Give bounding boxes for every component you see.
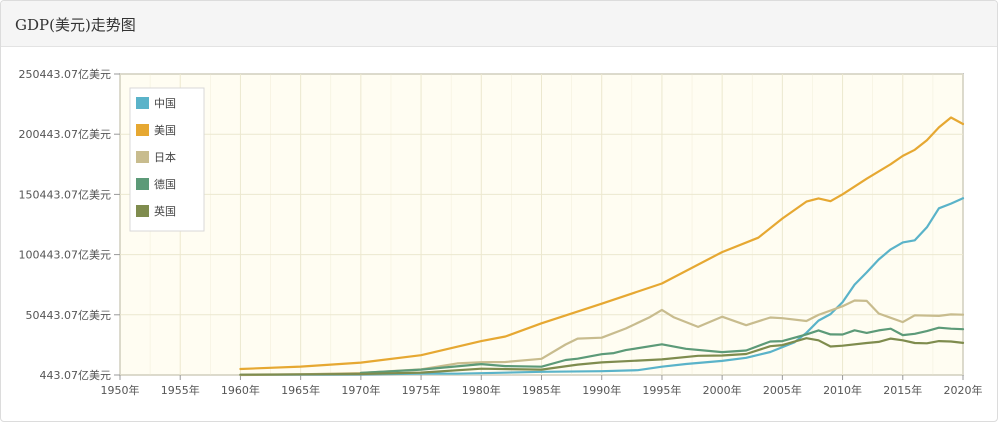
y-tick-label: 443.07亿美元 (40, 369, 112, 382)
x-tick-label: 1990年 (582, 383, 621, 397)
series-line-3 (359, 326, 965, 374)
legend-swatch (136, 178, 149, 190)
legend-swatch (136, 97, 149, 109)
x-tick-label: 1970年 (341, 383, 380, 397)
legend-label: 美国 (154, 124, 176, 137)
x-tick-label: 1965年 (281, 383, 320, 397)
x-tick-label: 2015年 (883, 383, 922, 397)
series-line-2 (239, 299, 965, 377)
axes: 1950年 1955年 1960年 1965年 1970年 1975年 1980年 1985年… (19, 68, 983, 397)
legend-label: 英国 (154, 204, 176, 218)
y-tick-label: 250443.07亿美元 (19, 68, 112, 81)
series-lines (239, 116, 965, 377)
y-tick-label: 150443.07亿美元 (19, 188, 112, 201)
x-tick-label: 2005年 (763, 383, 802, 397)
grid-lines (119, 73, 964, 376)
y-tick-label: 100443.07亿美元 (19, 249, 112, 262)
x-tick-label: 1960年 (221, 383, 260, 397)
x-tick-label: 1980年 (462, 383, 501, 397)
x-tick-label: 1950年 (101, 383, 140, 397)
panel-title: GDP(美元)走势图 (15, 16, 136, 34)
series-line-1 (239, 116, 965, 371)
x-tick-label: 1995年 (642, 383, 681, 397)
legend-label: 德国 (154, 177, 176, 191)
legend-swatch (136, 151, 149, 163)
y-tick-label: 50443.07亿美元 (26, 309, 112, 322)
y-tick-label: 200443.07亿美元 (19, 128, 112, 141)
x-tick-label: 2010年 (823, 383, 862, 397)
x-tick-label: 2020年 (944, 383, 983, 397)
x-tick-label: 1975年 (402, 383, 441, 397)
legend-label: 中国 (154, 97, 176, 110)
panel-header: GDP(美元)走势图 (1, 1, 997, 47)
x-tick-label: 1985年 (522, 383, 561, 397)
x-tick-label: 1955年 (161, 383, 200, 397)
legend-swatch (136, 124, 149, 136)
x-tick-label: 2000年 (703, 383, 742, 397)
series-line-4 (239, 337, 965, 376)
legend-label: 日本 (154, 150, 176, 164)
legend-swatch (136, 205, 149, 217)
